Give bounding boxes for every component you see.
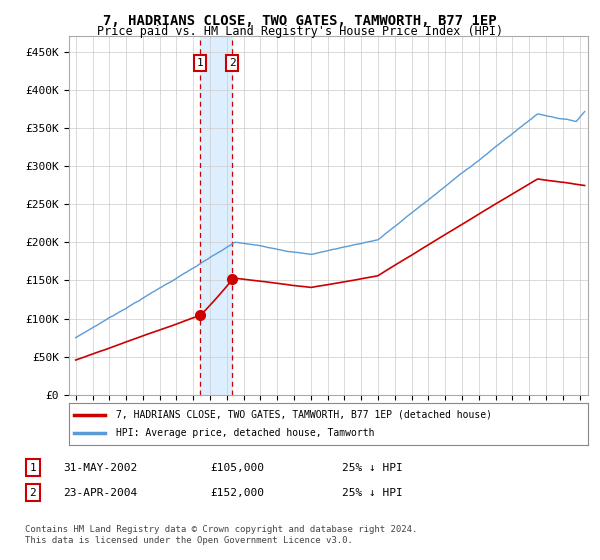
Bar bbox=[200, 36, 232, 395]
Text: Price paid vs. HM Land Registry's House Price Index (HPI): Price paid vs. HM Land Registry's House … bbox=[97, 25, 503, 38]
Text: Contains HM Land Registry data © Crown copyright and database right 2024.
This d: Contains HM Land Registry data © Crown c… bbox=[25, 525, 418, 545]
Text: 31-MAY-2002: 31-MAY-2002 bbox=[63, 463, 137, 473]
Text: 1: 1 bbox=[29, 463, 37, 473]
Text: HPI: Average price, detached house, Tamworth: HPI: Average price, detached house, Tamw… bbox=[116, 428, 374, 438]
Text: 2: 2 bbox=[229, 58, 236, 68]
Text: 25% ↓ HPI: 25% ↓ HPI bbox=[342, 488, 403, 498]
Text: 1: 1 bbox=[197, 58, 204, 68]
Text: 2: 2 bbox=[29, 488, 37, 498]
Text: £152,000: £152,000 bbox=[210, 488, 264, 498]
Text: 23-APR-2004: 23-APR-2004 bbox=[63, 488, 137, 498]
Text: 25% ↓ HPI: 25% ↓ HPI bbox=[342, 463, 403, 473]
Text: 7, HADRIANS CLOSE, TWO GATES, TAMWORTH, B77 1EP: 7, HADRIANS CLOSE, TWO GATES, TAMWORTH, … bbox=[103, 14, 497, 28]
Text: 7, HADRIANS CLOSE, TWO GATES, TAMWORTH, B77 1EP (detached house): 7, HADRIANS CLOSE, TWO GATES, TAMWORTH, … bbox=[116, 410, 492, 420]
Text: £105,000: £105,000 bbox=[210, 463, 264, 473]
